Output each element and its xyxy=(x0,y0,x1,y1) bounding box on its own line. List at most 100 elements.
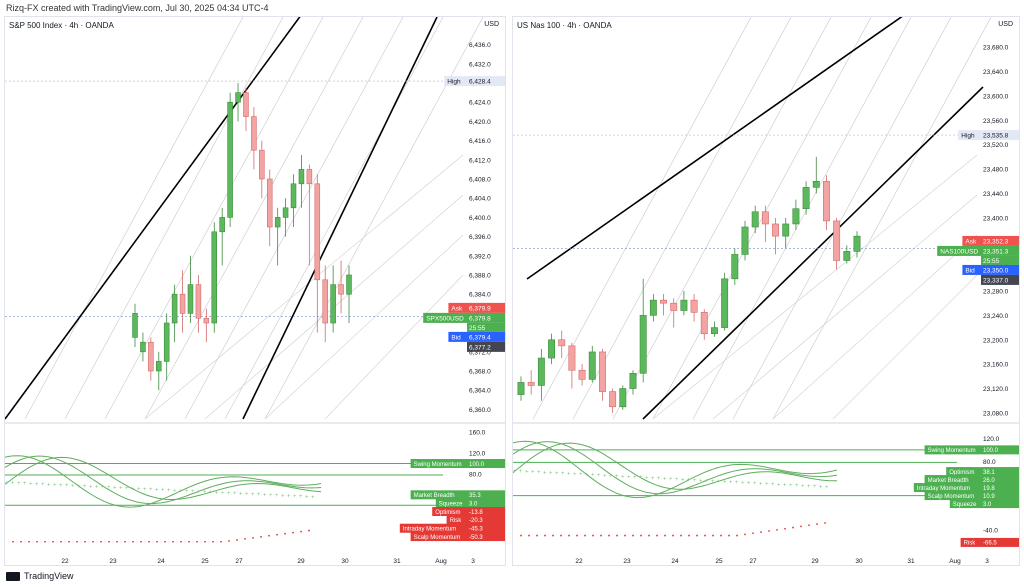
osc-dot: + xyxy=(179,489,183,495)
price-tick-label: 6,424.0 xyxy=(469,100,491,107)
osc-dot: + xyxy=(89,484,93,490)
time-tick-label: 24 xyxy=(671,558,679,565)
osc-red-dot xyxy=(736,534,738,537)
osc-red-dot xyxy=(696,534,698,537)
osc-dot: + xyxy=(597,473,601,479)
fib-channel-line xyxy=(184,17,404,420)
osc-dot: + xyxy=(269,493,273,499)
osc-dot: + xyxy=(693,478,697,484)
osc-red-dot xyxy=(728,534,730,537)
osc-red-dot xyxy=(576,534,578,537)
last-price-bg xyxy=(467,341,505,352)
time-tick-label: 27 xyxy=(235,558,243,565)
time-tick-label: 25 xyxy=(715,558,723,565)
osc-red-dot xyxy=(592,534,594,537)
candle-body xyxy=(259,149,265,180)
osc-dot: + xyxy=(119,486,123,492)
chart-title: S&P 500 Index · 4h · OANDA xyxy=(9,21,114,30)
osc-dot: + xyxy=(771,482,775,488)
candle-body xyxy=(833,220,841,261)
osc-red-dot xyxy=(600,534,602,537)
osc-red-dot xyxy=(308,529,310,532)
candle-body xyxy=(578,369,586,380)
nas-chart-panel[interactable]: US Nas 100 · 4h · OANDA USD 23,680.0 23,6… xyxy=(512,16,1020,566)
candle-body xyxy=(558,339,566,347)
price-tick-label: 23,440.0 xyxy=(983,191,1009,198)
candle xyxy=(187,255,194,323)
spx-chart-panel[interactable]: S&P 500 Index · 4h · OANDA USD 6,436.0 6,… xyxy=(4,16,506,566)
candle-body xyxy=(195,284,202,319)
osc-dot: + xyxy=(555,471,559,477)
osc-red-dot xyxy=(260,535,262,538)
fib-channel-line xyxy=(652,17,872,420)
osc-red-dot xyxy=(132,540,134,543)
osc-red-dot xyxy=(680,534,682,537)
candle xyxy=(537,348,545,401)
candle-body xyxy=(171,293,178,324)
last-price-label: 23,337.0 xyxy=(983,277,1009,284)
osc-red-dot xyxy=(68,540,70,543)
osc-pill-value-bg xyxy=(981,499,1019,509)
price-tick-label: 6,372.0 xyxy=(469,349,491,356)
candle xyxy=(660,294,668,316)
time-tick-label: 30 xyxy=(341,558,349,565)
fan-line xyxy=(772,234,978,420)
fib-channel-line xyxy=(264,17,484,420)
candle xyxy=(843,245,851,264)
price-tick-label: 6,384.0 xyxy=(469,292,491,299)
osc-dot: + xyxy=(657,476,661,482)
candle-body xyxy=(274,217,281,228)
candle xyxy=(259,140,265,199)
fan-line xyxy=(264,234,464,420)
osc-red-dot xyxy=(100,540,102,543)
osc-dot: + xyxy=(699,478,703,484)
osc-dot: + xyxy=(149,487,153,493)
osc-red-dot xyxy=(108,540,110,543)
candle-body xyxy=(629,372,637,389)
osc-pill: Swing Momentum 100.0 xyxy=(410,459,505,469)
price-tick-label: 23,480.0 xyxy=(983,167,1009,174)
nas-chart-canvas[interactable]: 23,680.0 23,640.0 23,600.0 23,560.0 23,520.0… xyxy=(513,17,1020,566)
osc-pill-value: 26.0 xyxy=(983,478,995,484)
osc-dot: + xyxy=(813,484,817,490)
candle xyxy=(330,265,336,333)
osc-pill-label: Optimism xyxy=(435,510,460,516)
osc-red-dot xyxy=(284,532,286,535)
candle xyxy=(649,294,657,322)
time-tick-label: 3 xyxy=(471,558,475,565)
osc-dot: + xyxy=(795,483,799,489)
spx-chart-canvas[interactable]: 6,436.06,432.06,428.06,424.06,420.06,416… xyxy=(5,17,506,566)
candle xyxy=(761,205,769,243)
osc-dot: + xyxy=(239,491,243,497)
osc-dot: + xyxy=(143,487,147,493)
osc-pill-label: Swing Momentum xyxy=(414,462,462,468)
price-tick-label: 6,416.0 xyxy=(469,138,491,145)
osc-pill: Scalp Momentum 10.9 xyxy=(924,491,1019,501)
candle xyxy=(322,265,328,343)
osc-dot: + xyxy=(137,487,141,493)
tradingview-logo[interactable]: TradingView xyxy=(6,571,74,581)
candle xyxy=(140,332,146,362)
candle xyxy=(812,156,820,194)
time-tick-label: 3 xyxy=(985,558,989,565)
osc-dot: + xyxy=(789,483,793,489)
osc-dot: + xyxy=(591,473,595,479)
osc-dot: + xyxy=(281,493,285,499)
candle xyxy=(731,248,739,285)
osc-tick-label: 120.0 xyxy=(983,436,1000,443)
candle-body xyxy=(761,211,769,225)
osc-pill-label-bg xyxy=(410,459,467,469)
osc-dot: + xyxy=(633,475,637,481)
osc-pill: Risk -66.5 xyxy=(960,537,1019,547)
fan-line xyxy=(652,154,978,420)
footer-bar: TradingView xyxy=(0,568,1024,587)
time-tick-label: 22 xyxy=(61,558,69,565)
price-tag-label-bg xyxy=(448,331,467,342)
osc-dot: + xyxy=(311,495,315,501)
candle-body xyxy=(731,254,739,280)
osc-dot: + xyxy=(161,488,165,494)
osc-dot: + xyxy=(17,481,21,487)
osc-pill: Scalp Momentum -50.3 xyxy=(410,532,505,542)
candle xyxy=(680,291,688,316)
bid-tag-value: 23,350.0 xyxy=(983,267,1009,274)
